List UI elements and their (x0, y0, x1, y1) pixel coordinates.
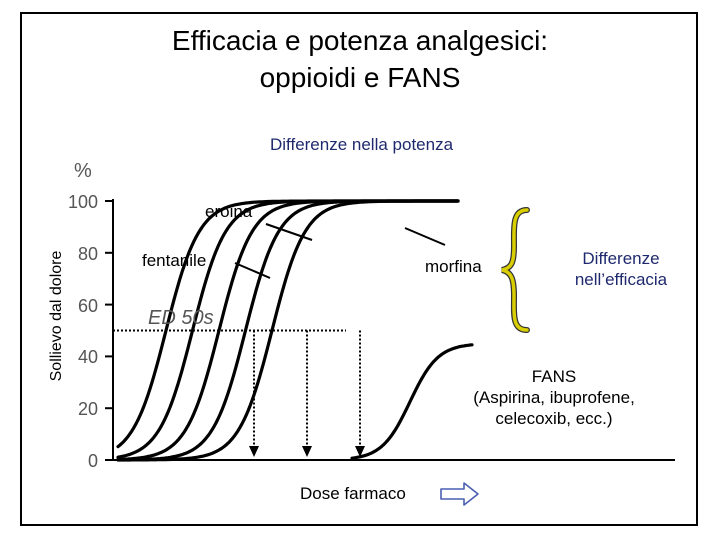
label-ed50: ED 50s (148, 307, 214, 329)
title-line-1: Efficacia e potenza analgesici: (171, 25, 549, 56)
fans-line-2: (Aspirina, ibuprofene, (473, 388, 635, 407)
y-tick-label: 80 (77, 244, 98, 264)
leader-eroina (265, 223, 313, 241)
slide-title: Efficacia e potenza analgesici: oppioidi… (0, 22, 720, 96)
chart-subtitle: Differenze nella potenza (270, 135, 454, 154)
efficacy-line-2: nell’efficacia (574, 270, 668, 289)
right-arrow-icon (440, 482, 479, 506)
leader-fentanile (234, 262, 271, 279)
y-axis-unit: % (74, 160, 92, 182)
down-arrow-icon (355, 446, 365, 457)
brace-icon (501, 208, 529, 332)
label-efficacy: Differenze nell’efficacia (558, 248, 684, 290)
y-tick-label: 100 (68, 192, 99, 212)
label-fentanile: fentanile (142, 251, 207, 270)
y-tick-label: 0 (87, 451, 98, 471)
curve-morfina (116, 199, 460, 462)
title-line-2: oppioidi e FANS (259, 62, 461, 93)
down-arrow-icon (302, 446, 312, 457)
label-fans: FANS (Aspirina, ibuprofene, celecoxib, e… (448, 366, 660, 429)
curve-fans (350, 343, 474, 460)
y-tick-label: 40 (77, 347, 98, 367)
fans-line-3: celecoxib, ecc.) (495, 409, 613, 428)
label-eroina: eroina (205, 202, 253, 221)
efficacy-line-1: Differenze (582, 249, 660, 268)
y-tick-label: 60 (77, 296, 98, 316)
y-tick-label: 20 (77, 399, 98, 419)
slide-frame (20, 12, 698, 526)
label-morfina: morfina (425, 257, 482, 276)
leader-morfina (404, 227, 446, 246)
x-axis-label: Dose farmaco (300, 484, 406, 503)
fans-line-1: FANS (531, 367, 577, 386)
down-arrow-icon (249, 446, 259, 457)
